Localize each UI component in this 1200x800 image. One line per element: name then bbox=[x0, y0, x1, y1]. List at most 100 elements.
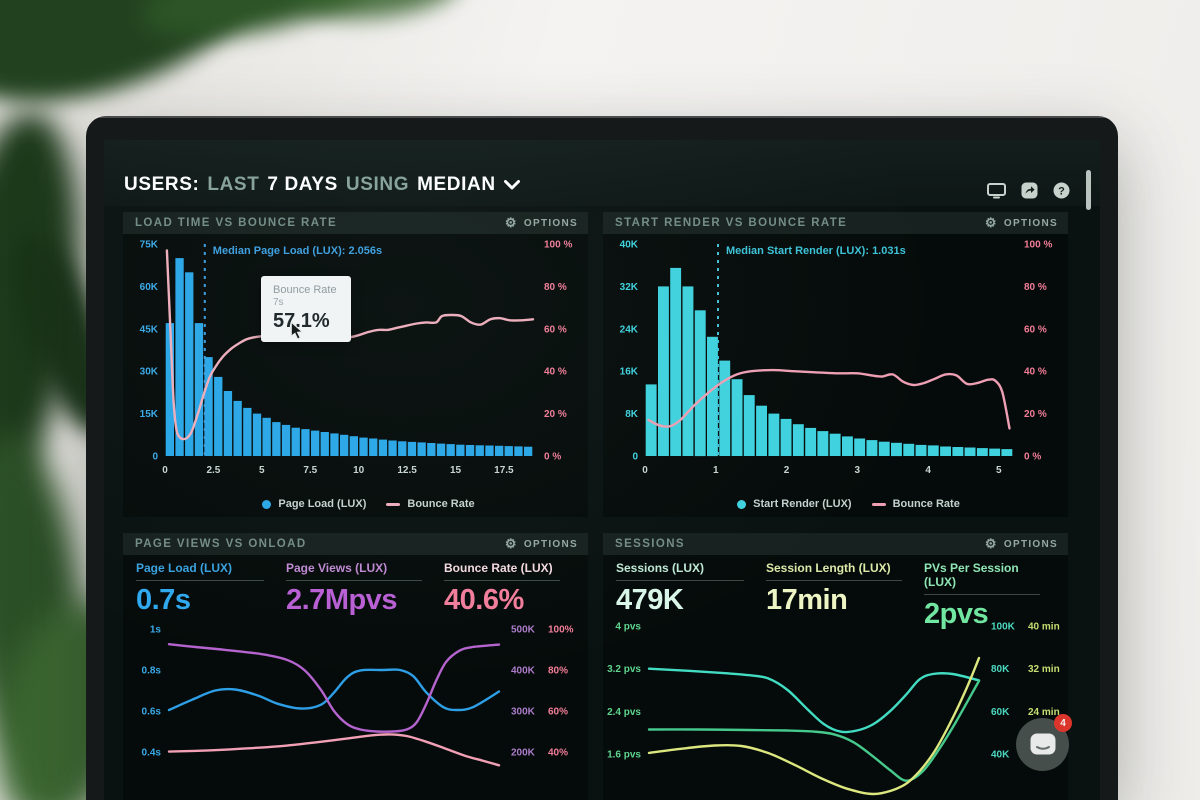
panel-title: LOAD TIME VS BOUNCE RATE bbox=[135, 217, 338, 229]
svg-text:10: 10 bbox=[353, 465, 365, 476]
panel-start-render: START RENDER VS BOUNCE RATE OPTIONS 40K 3… bbox=[603, 212, 1068, 517]
legend-label: Bounce Rate bbox=[407, 498, 475, 510]
header-icons: ? bbox=[987, 182, 1070, 199]
svg-text:40%: 40% bbox=[548, 748, 568, 759]
svg-text:8K: 8K bbox=[625, 409, 639, 420]
options-button[interactable]: OPTIONS bbox=[505, 537, 578, 551]
svg-text:20 %: 20 % bbox=[1024, 409, 1047, 420]
metric-label: PVs Per Session (LUX) bbox=[924, 561, 1040, 595]
metric-bounce-rate: Bounce Rate (LUX) 40.6% bbox=[444, 561, 582, 619]
options-button[interactable]: OPTIONS bbox=[985, 216, 1058, 230]
svg-text:100 %: 100 % bbox=[1024, 240, 1052, 251]
metric-session-length: Session Length (LUX) 17min bbox=[766, 561, 924, 631]
legend-dot-swatch bbox=[737, 499, 747, 509]
metrics-row: Page Load (LUX) 0.7s Page Views (LUX) 2.… bbox=[123, 555, 588, 619]
chart-area: 40K 32K 24K 16K 8K 0 100 % 80 % 60 % 40 % 20 % 0 % 0… bbox=[603, 234, 1068, 491]
panel-load-time: LOAD TIME VS BOUNCE RATE OPTIONS 75K 60K 4… bbox=[123, 212, 588, 517]
bounce-rate-line bbox=[647, 368, 1011, 430]
tooltip-x-value: 7s bbox=[273, 297, 284, 308]
options-button[interactable]: OPTIONS bbox=[985, 537, 1058, 551]
panel-header: START RENDER VS BOUNCE RATE OPTIONS bbox=[603, 212, 1068, 234]
svg-text:4 pvs: 4 pvs bbox=[615, 622, 641, 633]
sessions-lux--line bbox=[647, 667, 981, 734]
histogram-bars bbox=[165, 258, 533, 456]
scrollbar-thumb[interactable] bbox=[1086, 170, 1091, 210]
svg-text:300K: 300K bbox=[511, 707, 536, 718]
metric-value: 2.7Mpvs bbox=[286, 584, 397, 616]
metric-label: Sessions (LUX) bbox=[616, 561, 744, 581]
panel-page-views: PAGE VIEWS VS ONLOAD OPTIONS Page Load (… bbox=[123, 533, 588, 800]
panel-title: PAGE VIEWS VS ONLOAD bbox=[135, 538, 307, 550]
options-label: OPTIONS bbox=[523, 217, 578, 229]
svg-text:2: 2 bbox=[784, 465, 790, 476]
svg-text:40 %: 40 % bbox=[544, 367, 567, 378]
help-icon[interactable]: ? bbox=[1053, 182, 1070, 199]
options-label: OPTIONS bbox=[523, 538, 578, 550]
legend-label: Bounce Rate bbox=[892, 498, 960, 510]
legend-item: Bounce Rate bbox=[871, 498, 960, 510]
svg-text:80 %: 80 % bbox=[1024, 282, 1047, 293]
legend-label: Start Render (LUX) bbox=[753, 498, 852, 510]
svg-text:5: 5 bbox=[259, 465, 265, 476]
svg-text:0: 0 bbox=[162, 465, 168, 476]
chevron-down-icon bbox=[503, 180, 520, 190]
gear-icon bbox=[985, 216, 998, 230]
chat-launcher[interactable]: 4 bbox=[1016, 714, 1072, 771]
legend-dot-swatch bbox=[262, 499, 272, 509]
svg-text:1: 1 bbox=[713, 465, 719, 476]
svg-text:16K: 16K bbox=[620, 367, 639, 378]
svg-text:32K: 32K bbox=[620, 282, 639, 293]
pvs-per-session-lux--line bbox=[647, 679, 981, 782]
histogram-bars bbox=[645, 267, 1013, 457]
start-render-histogram-chart: 40K 32K 24K 16K 8K 0 100 % 80 % 60 % 40 % 20 % 0 % 0… bbox=[620, 240, 1053, 477]
svg-text:100 %: 100 % bbox=[544, 240, 572, 251]
legend-line-swatch bbox=[871, 502, 886, 506]
svg-text:40 min: 40 min bbox=[1028, 622, 1060, 633]
legend-item: Bounce Rate bbox=[386, 498, 475, 510]
sessions-line-chart: 4 pvs 3.2 pvs 2.4 pvs 1.6 pvs 100K 40 min 80K 3… bbox=[607, 622, 1060, 796]
session-length-lux--line bbox=[647, 656, 981, 796]
chart-area: 1s 0.8s 0.6s 0.4s 500K 100% 400K 80% 300K 60% 200K… bbox=[123, 619, 588, 800]
metric-label: Session Length (LUX) bbox=[766, 561, 902, 581]
monitor-icon[interactable] bbox=[987, 182, 1006, 199]
metric-label: Page Load (LUX) bbox=[136, 561, 264, 581]
svg-text:2.4 pvs: 2.4 pvs bbox=[607, 707, 641, 718]
svg-text:100K: 100K bbox=[991, 622, 1016, 633]
svg-text:0 %: 0 % bbox=[544, 452, 561, 463]
options-button[interactable]: OPTIONS bbox=[505, 216, 578, 230]
title-segment: USERS: bbox=[124, 174, 200, 195]
svg-text:0 %: 0 % bbox=[1024, 452, 1041, 463]
svg-text:4: 4 bbox=[925, 465, 931, 476]
svg-text:60K: 60K bbox=[991, 707, 1010, 718]
gear-icon bbox=[505, 537, 518, 551]
chart-area: 75K 60K 45K 30K 15K 0 100 % 80 % 60 % 40 % 20 % 0 %… bbox=[123, 234, 588, 491]
panel-header: PAGE VIEWS VS ONLOAD OPTIONS bbox=[123, 533, 588, 555]
svg-text:15: 15 bbox=[450, 465, 462, 476]
svg-text:15K: 15K bbox=[140, 409, 159, 420]
svg-text:45K: 45K bbox=[140, 324, 159, 335]
svg-text:?: ? bbox=[1058, 185, 1065, 197]
panel-title: SESSIONS bbox=[615, 538, 685, 550]
mouse-cursor-icon bbox=[290, 322, 304, 340]
page-title-dropdown[interactable]: USERS: LAST 7 DAYS USING MEDIAN bbox=[124, 174, 520, 196]
legend-line-swatch bbox=[386, 502, 401, 506]
chart-legend: Page Load (LUX) Bounce Rate bbox=[123, 491, 588, 517]
share-icon[interactable] bbox=[1021, 182, 1038, 199]
metrics-row: Sessions (LUX) 479K Session Length (LUX)… bbox=[603, 555, 1068, 630]
options-label: OPTIONS bbox=[1003, 538, 1058, 550]
svg-text:17.5: 17.5 bbox=[494, 465, 514, 476]
notification-badge: 4 bbox=[1054, 714, 1072, 732]
options-label: OPTIONS bbox=[1003, 217, 1058, 229]
gear-icon bbox=[985, 537, 998, 551]
legend-item: Page Load (LUX) bbox=[262, 498, 366, 510]
panel-title: START RENDER VS BOUNCE RATE bbox=[615, 217, 848, 229]
svg-text:12.5: 12.5 bbox=[397, 465, 417, 476]
bounce-rate-tooltip: Bounce Rate 7s 57.1% bbox=[261, 276, 351, 342]
svg-text:80 %: 80 % bbox=[544, 282, 567, 293]
svg-text:60 %: 60 % bbox=[1024, 324, 1047, 335]
page-load-lux--line bbox=[167, 668, 501, 712]
svg-text:100%: 100% bbox=[548, 625, 574, 636]
metric-value: 2pvs bbox=[924, 598, 989, 630]
svg-text:75K: 75K bbox=[140, 240, 159, 251]
metric-page-views: Page Views (LUX) 2.7Mpvs bbox=[286, 561, 444, 619]
